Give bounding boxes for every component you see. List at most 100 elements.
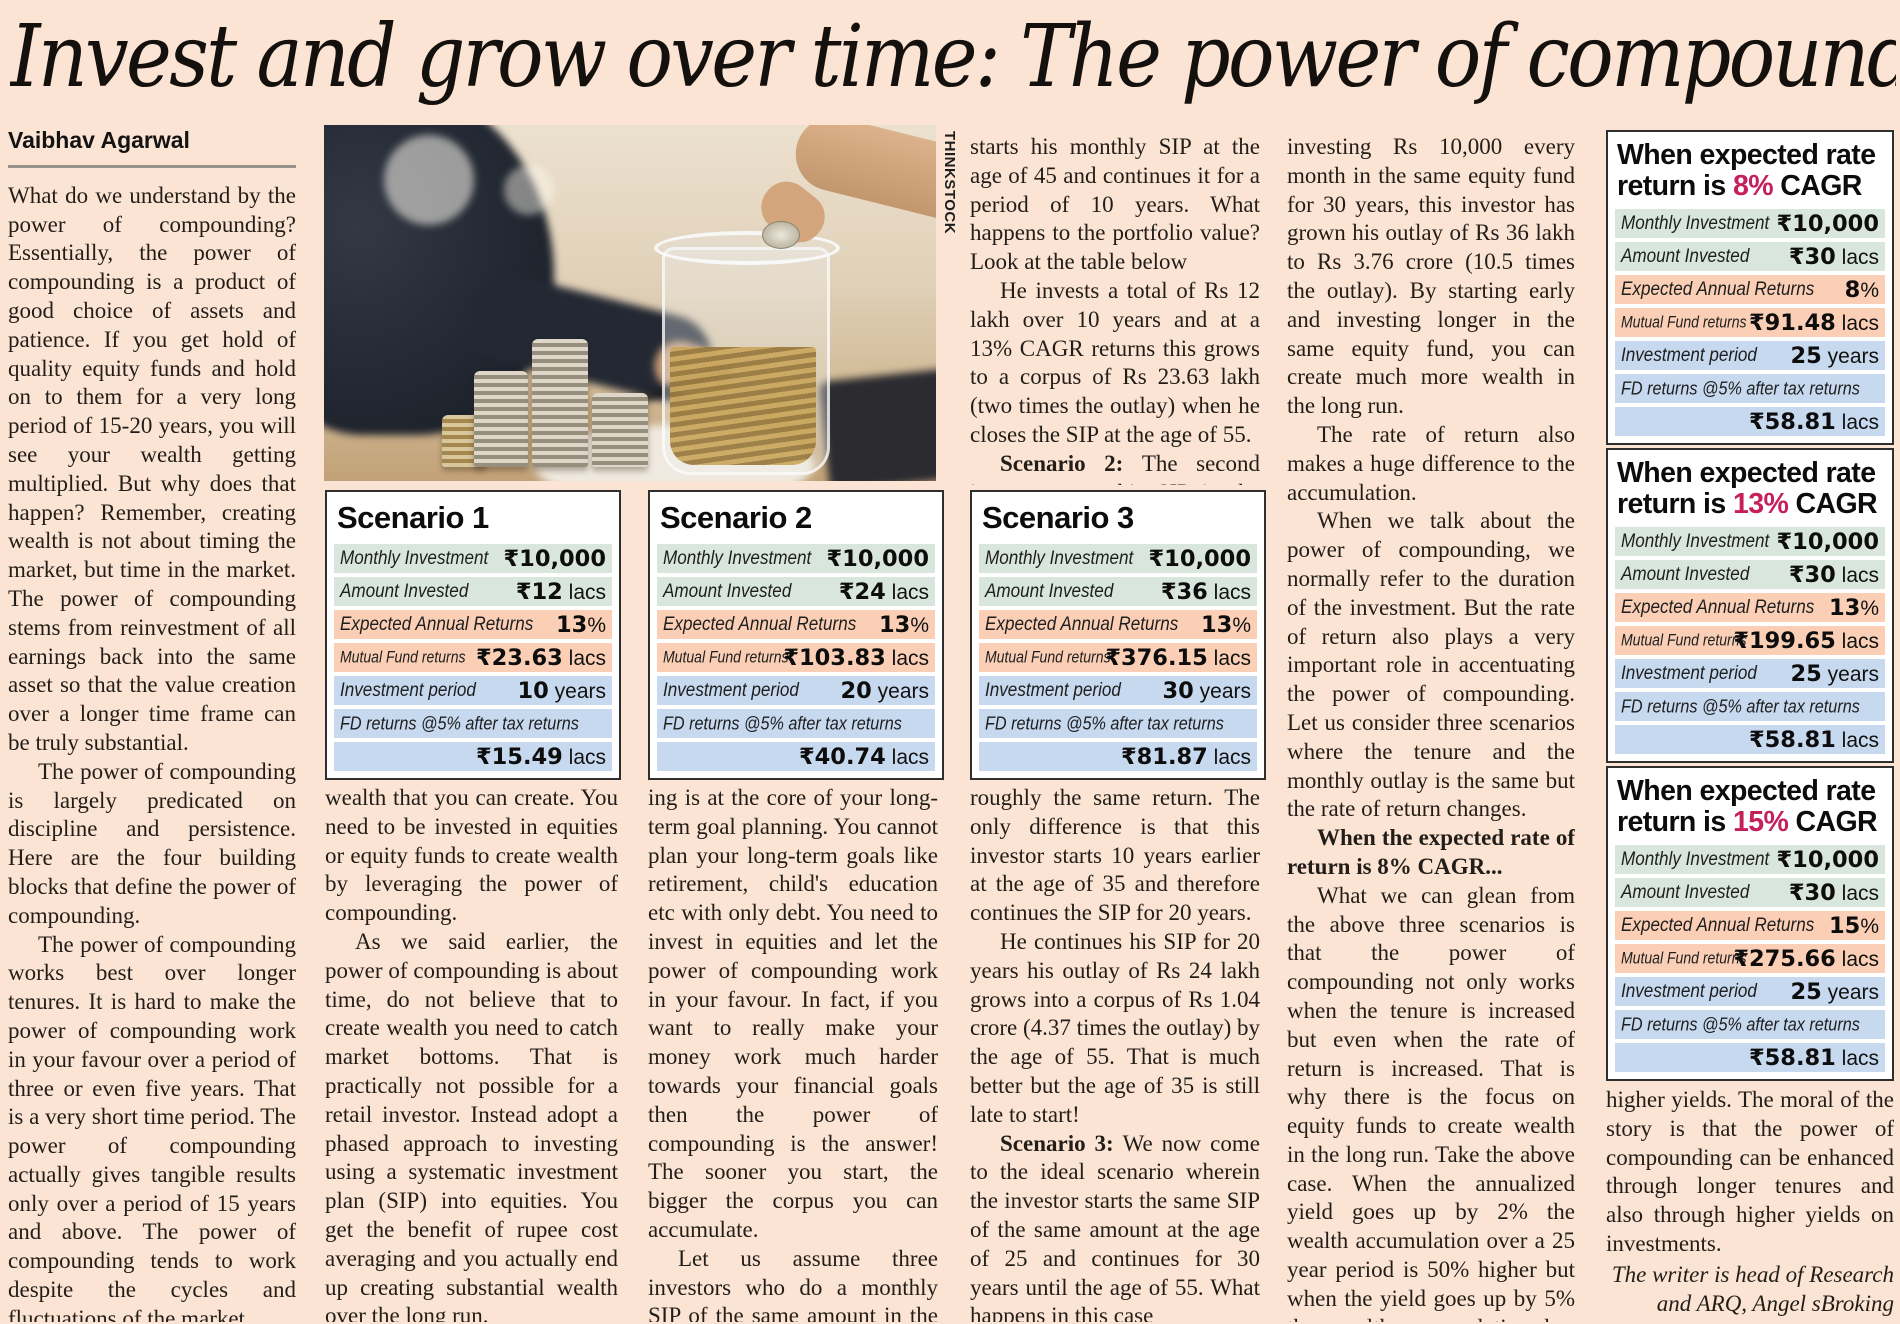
row-value: ₹10,000 xyxy=(503,545,606,572)
row-label: Monthly Investment xyxy=(340,547,489,569)
body-paragraph: starts his monthly SIP at the age of 45 … xyxy=(970,134,1260,275)
table-row: Investment period 20 years xyxy=(657,676,935,705)
table-row: ₹58.81 lacs xyxy=(1615,407,1885,436)
row-value: ₹30 lacs xyxy=(1788,243,1879,270)
body-paragraph: The rate of return also makes a huge dif… xyxy=(1287,421,1575,505)
row-value: 10 years xyxy=(517,677,607,704)
body-paragraph: Scenario 2: The second investor starts h… xyxy=(970,450,1260,485)
writer-credit: The writer is head of Research and ARQ, … xyxy=(1611,1261,1894,1316)
row-label: Investment period xyxy=(663,679,799,701)
body-paragraph: He continues his SIP for 20 years his ou… xyxy=(970,928,1260,1127)
table-row: Investment period 25 years xyxy=(1615,341,1885,370)
row-value: 25 years xyxy=(1790,660,1880,687)
byline: Vaibhav Agarwal xyxy=(8,127,190,153)
row-label: FD returns @5% after tax returns xyxy=(1621,1014,1860,1034)
row-label: Amount Invested xyxy=(340,580,469,602)
table-row: Mutual Fund returns ₹199.65 lacs xyxy=(1615,626,1885,655)
row-label: Expected Annual Returns xyxy=(1621,278,1815,300)
body-paragraph: When we talk about the power of compound… xyxy=(1287,508,1575,822)
row-value: ₹40.74 lacs xyxy=(798,743,929,770)
row-value: ₹15.49 lacs xyxy=(475,743,606,770)
article-column-1: Vaibhav Agarwal What do we understand by… xyxy=(8,126,296,1322)
row-label: FD returns @5% after tax returns xyxy=(340,713,579,733)
row-value: ₹12 lacs xyxy=(515,578,606,605)
table-row: ₹81.87 lacs xyxy=(979,742,1257,771)
row-label: Expected Annual Returns xyxy=(985,613,1179,635)
row-label: Amount Invested xyxy=(1621,563,1750,585)
row-value: ₹58.81 lacs xyxy=(1748,726,1879,753)
row-value: ₹36 lacs xyxy=(1160,578,1251,605)
row-value: 30 years xyxy=(1162,677,1252,704)
article-column-6: higher yields. The moral of the story is… xyxy=(1606,1086,1894,1322)
body-paragraph: The power of compounding is largely pred… xyxy=(8,758,296,928)
row-value: ₹103.83 lacs xyxy=(783,644,929,671)
calculator xyxy=(818,368,936,481)
rate-box-15pct: When expected rate return is 15% CAGR Mon… xyxy=(1606,766,1894,1081)
photo-illustration xyxy=(324,125,936,481)
table-row: Amount Invested ₹36 lacs xyxy=(979,577,1257,606)
bokeh-light xyxy=(384,135,474,225)
row-value: ₹58.81 lacs xyxy=(1748,1044,1879,1071)
rate-box-8pct: When expected rate return is 8% CAGR Mont… xyxy=(1606,130,1894,445)
body-paragraph: ing is at the core of your long-term goa… xyxy=(648,785,938,1242)
row-label: Investment period xyxy=(1621,662,1757,684)
coin-stack xyxy=(592,393,648,467)
scenario-3-table: Scenario 3 Monthly Investment ₹10,000 Amo… xyxy=(970,490,1266,780)
article-column-5: investing Rs 10,000 every month in the s… xyxy=(1287,133,1575,1322)
row-label: Investment period xyxy=(985,679,1121,701)
scenario-table-title: Scenario 1 xyxy=(337,500,489,535)
scenario-2-table: Scenario 2 Monthly Investment ₹10,000 Amo… xyxy=(648,490,944,780)
row-value: ₹10,000 xyxy=(826,545,929,572)
dropped-coin xyxy=(762,221,800,249)
row-label: Monthly Investment xyxy=(1621,530,1770,552)
article-column-4: roughly the same return. The only differ… xyxy=(970,784,1260,1322)
body-paragraph: Let us assume three investors who do a m… xyxy=(648,1245,938,1322)
row-value: 8% xyxy=(1844,276,1879,303)
row-value: ₹91.48 lacs xyxy=(1748,309,1879,336)
table-row: ₹40.74 lacs xyxy=(657,742,935,771)
row-value: ₹58.81 lacs xyxy=(1748,408,1879,435)
table-row: Monthly Investment ₹10,000 xyxy=(1615,527,1885,556)
rate-highlight: 15% xyxy=(1732,806,1789,838)
table-row: Investment period 25 years xyxy=(1615,977,1885,1006)
row-value: ₹30 lacs xyxy=(1788,879,1879,906)
row-value: 13% xyxy=(1829,594,1879,621)
row-label: Amount Invested xyxy=(985,580,1114,602)
article-column-3: ing is at the core of your long-term goa… xyxy=(648,784,938,1322)
coin-stack xyxy=(532,339,588,467)
row-value: 13% xyxy=(556,611,606,638)
table-row: Expected Annual Returns 13% xyxy=(1615,593,1885,622)
table-row: Expected Annual Returns 13% xyxy=(979,610,1257,639)
rate-highlight: 8% xyxy=(1732,170,1774,202)
rate-box-title: When expected rate return is 13% CAGR xyxy=(1617,457,1878,520)
row-label: Monthly Investment xyxy=(1621,212,1770,234)
row-label: Expected Annual Returns xyxy=(340,613,534,635)
scenario-table-title: Scenario 2 xyxy=(660,500,812,535)
body-paragraph: Scenario 3: We now come to the ideal sce… xyxy=(970,1130,1260,1322)
table-row: Monthly Investment ₹10,000 xyxy=(1615,209,1885,238)
table-row: Monthly Investment ₹10,000 xyxy=(657,544,935,573)
rate-box-title: When expected rate return is 8% CAGR xyxy=(1617,139,1876,202)
row-label: Expected Annual Returns xyxy=(1621,914,1815,936)
table-row: FD returns @5% after tax returns xyxy=(657,709,935,738)
table-row: Mutual Fund returns ₹91.48 lacs xyxy=(1615,308,1885,337)
row-label: FD returns @5% after tax returns xyxy=(985,713,1224,733)
body-paragraph: The power of compounding works best over… xyxy=(8,931,296,1322)
row-value: ₹81.87 lacs xyxy=(1120,743,1251,770)
row-value: 13% xyxy=(1201,611,1251,638)
row-label: Investment period xyxy=(340,679,476,701)
row-value: 13% xyxy=(879,611,929,638)
row-label: Amount Invested xyxy=(663,580,792,602)
photo-credit: THINKSTOCK xyxy=(941,131,958,235)
row-label: Mutual Fund returns xyxy=(340,648,466,666)
body-paragraph: He invests a total of Rs 12 lakh over 10… xyxy=(970,277,1260,447)
row-value: ₹10,000 xyxy=(1148,545,1251,572)
row-label: Mutual Fund returns xyxy=(985,648,1111,666)
row-value: ₹275.66 lacs xyxy=(1733,945,1879,972)
table-row: Investment period 30 years xyxy=(979,676,1257,705)
table-row: Monthly Investment ₹10,000 xyxy=(979,544,1257,573)
row-label: Investment period xyxy=(1621,980,1757,1002)
row-label: Mutual Fund returns xyxy=(1621,949,1747,967)
coins-in-jar xyxy=(670,347,816,465)
